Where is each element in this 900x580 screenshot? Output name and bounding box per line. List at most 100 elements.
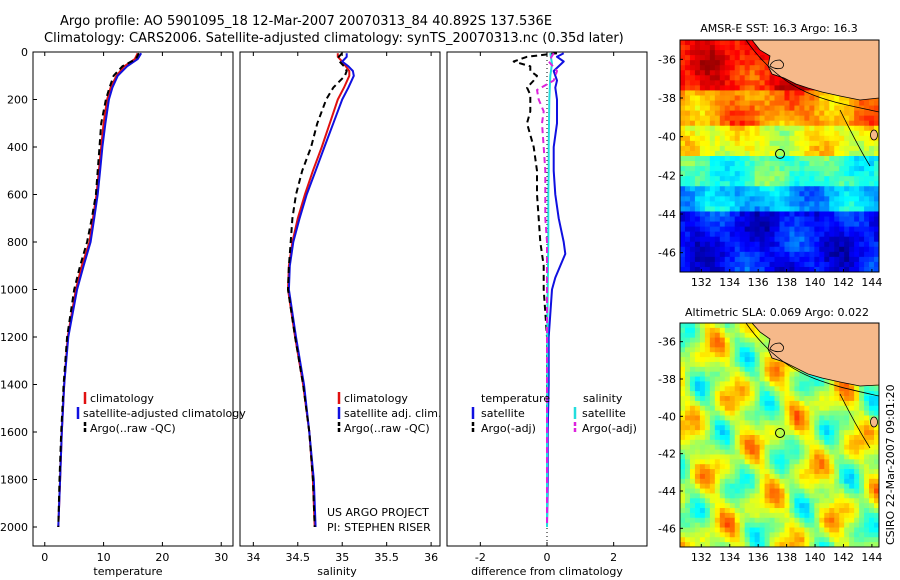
map-cell bbox=[694, 55, 701, 61]
map-cell bbox=[849, 527, 855, 533]
map-cell bbox=[869, 211, 875, 218]
map-cell bbox=[824, 420, 830, 426]
map-cell bbox=[779, 150, 786, 157]
map-cell bbox=[824, 517, 830, 524]
map-cell bbox=[699, 75, 706, 81]
map-cell bbox=[739, 522, 746, 529]
map-cell bbox=[729, 386, 736, 392]
map-cell bbox=[764, 517, 771, 524]
map-cell bbox=[774, 161, 781, 167]
map-cell bbox=[874, 251, 879, 258]
map-cell bbox=[764, 512, 771, 519]
map-cell bbox=[814, 140, 820, 147]
map-cell bbox=[834, 425, 840, 431]
map-cell bbox=[739, 405, 746, 412]
map-cell bbox=[754, 115, 761, 122]
map-cell bbox=[789, 100, 796, 107]
map-cell bbox=[849, 145, 855, 152]
map-cell bbox=[784, 150, 791, 157]
map-cell bbox=[779, 211, 786, 218]
map-cell bbox=[784, 191, 791, 197]
map-cell bbox=[859, 517, 865, 524]
map-cell bbox=[794, 425, 800, 431]
map-cell bbox=[789, 537, 796, 543]
map-cell bbox=[829, 420, 835, 426]
map-cell bbox=[709, 40, 716, 46]
map-cell bbox=[869, 435, 875, 441]
map-cell bbox=[829, 150, 835, 157]
map-cell bbox=[774, 410, 781, 417]
map-cell bbox=[804, 241, 810, 248]
map-cell bbox=[764, 361, 771, 368]
map-cell bbox=[874, 425, 879, 431]
map-cell bbox=[689, 391, 696, 397]
map-cell bbox=[724, 135, 731, 142]
map-cell bbox=[834, 469, 840, 475]
map-cell bbox=[834, 454, 840, 460]
map-cell bbox=[819, 266, 825, 272]
map-cell bbox=[694, 40, 701, 46]
map-cell bbox=[804, 459, 810, 465]
map-cell bbox=[719, 410, 726, 417]
map-cell bbox=[724, 332, 731, 339]
map-cell bbox=[749, 261, 756, 268]
map-cell bbox=[719, 444, 726, 451]
map-cell bbox=[724, 256, 731, 263]
map-cell bbox=[684, 256, 691, 263]
map-cell bbox=[684, 527, 691, 533]
map-cell bbox=[864, 196, 870, 202]
map-cell bbox=[699, 166, 706, 172]
map-cell bbox=[749, 352, 756, 358]
map-cell bbox=[869, 105, 875, 112]
map-cell bbox=[754, 211, 761, 218]
map-cell bbox=[869, 176, 875, 182]
map-cell bbox=[814, 231, 820, 238]
map-cell bbox=[864, 171, 870, 177]
map-cell bbox=[749, 40, 756, 46]
map-cell bbox=[809, 473, 815, 480]
map-cell bbox=[844, 425, 850, 431]
map-cell bbox=[769, 357, 776, 363]
map-cell bbox=[699, 420, 706, 426]
map-cell bbox=[729, 90, 736, 97]
map-cell bbox=[694, 352, 701, 358]
map-cell bbox=[784, 241, 791, 248]
map-cell bbox=[789, 425, 796, 431]
map-cell bbox=[819, 196, 825, 202]
map-cell bbox=[714, 130, 721, 137]
map-cell bbox=[814, 517, 820, 524]
map-cell bbox=[759, 532, 766, 538]
map-cell bbox=[759, 381, 766, 387]
map-cell bbox=[869, 196, 875, 202]
map-cell bbox=[704, 430, 711, 436]
map-cell bbox=[769, 166, 776, 172]
map-cell bbox=[804, 226, 810, 233]
map-cell bbox=[829, 221, 835, 228]
map-cell bbox=[729, 478, 736, 485]
map-cell bbox=[839, 391, 845, 397]
map-cell bbox=[829, 201, 835, 208]
map-cell bbox=[804, 130, 810, 137]
map-cell bbox=[839, 115, 845, 122]
map-cell bbox=[789, 469, 796, 475]
map-cell bbox=[680, 342, 686, 348]
map-cell bbox=[684, 40, 691, 46]
map-cell bbox=[839, 145, 845, 152]
map-cell bbox=[859, 166, 865, 172]
map-cell bbox=[859, 425, 865, 431]
map-cell bbox=[684, 493, 691, 499]
map-cell bbox=[734, 405, 741, 412]
map-cell bbox=[684, 478, 691, 485]
map-cell bbox=[824, 266, 830, 272]
map-cell bbox=[689, 156, 696, 162]
map-cell bbox=[854, 430, 860, 436]
map-cell bbox=[744, 251, 751, 258]
map-cell bbox=[680, 221, 686, 228]
map-cell bbox=[819, 221, 825, 228]
map-cell bbox=[759, 120, 766, 127]
sst-map-frame bbox=[679, 39, 880, 273]
map-cell bbox=[774, 241, 781, 248]
map-cell bbox=[680, 357, 686, 363]
map-cell bbox=[874, 236, 879, 243]
map-cell bbox=[814, 256, 820, 263]
